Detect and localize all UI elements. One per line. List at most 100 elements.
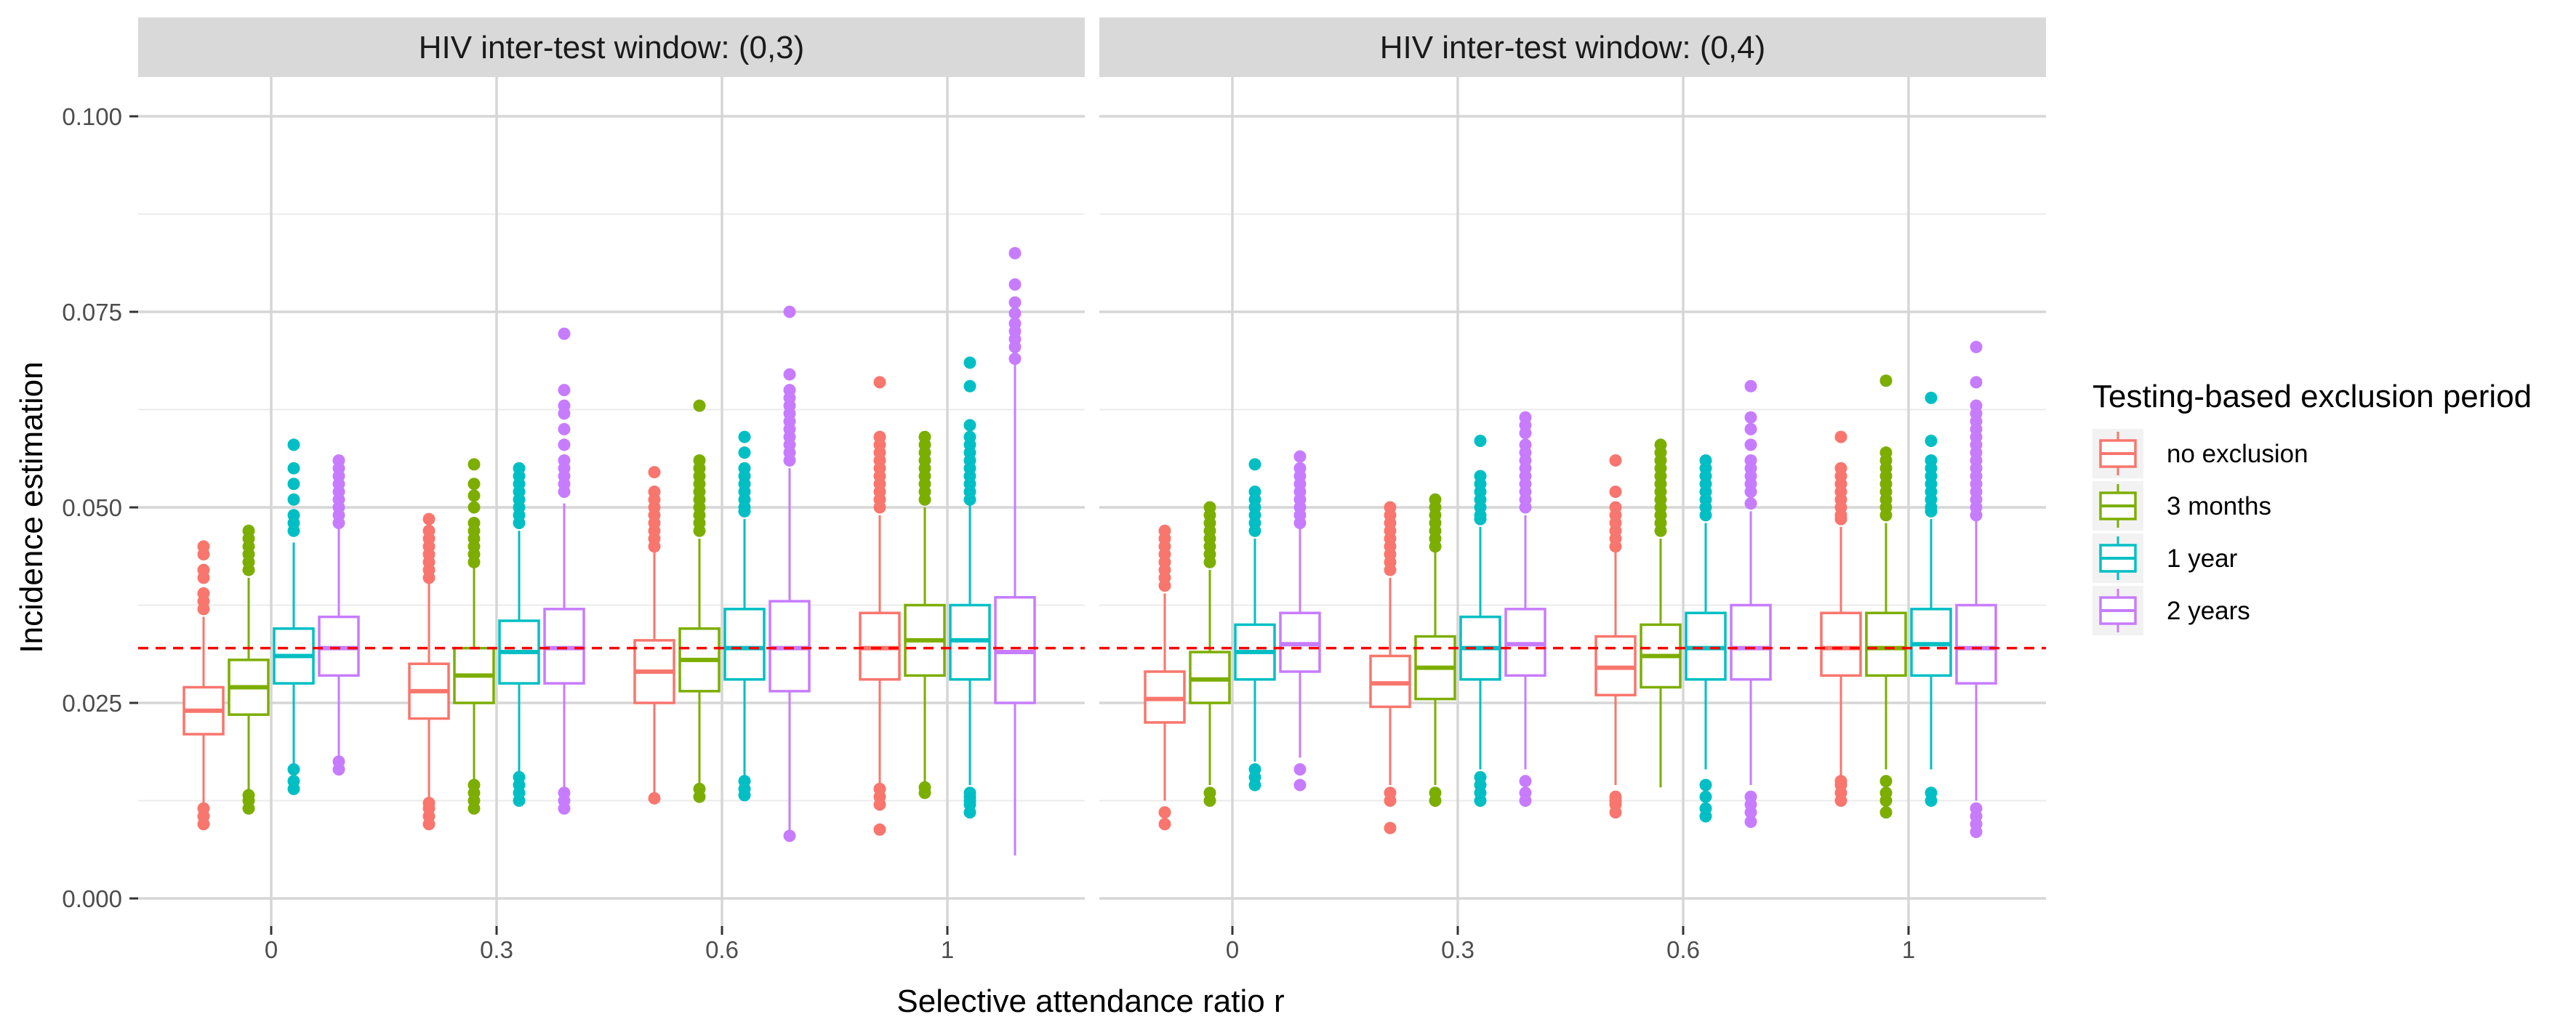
outlier-point bbox=[1699, 778, 1712, 792]
boxplot-no-exclusion bbox=[182, 540, 225, 831]
outlier-point bbox=[1158, 806, 1171, 819]
outlier-point bbox=[287, 509, 300, 522]
boxplot-3-months bbox=[453, 458, 495, 815]
legend-title: Testing-based exclusion period bbox=[2093, 379, 2532, 414]
outlier-point bbox=[1834, 430, 1847, 443]
outlier-point bbox=[468, 778, 481, 792]
outlier-point bbox=[1744, 422, 1757, 435]
outlier-point bbox=[1519, 786, 1532, 800]
outlier-point bbox=[693, 399, 706, 412]
legend-label-2-years: 2 years bbox=[2167, 597, 2250, 625]
outlier-point bbox=[1609, 790, 1622, 803]
boxplot-3-months bbox=[1414, 493, 1456, 807]
box bbox=[1730, 603, 1772, 681]
outlier-point bbox=[1879, 446, 1893, 459]
outlier-point bbox=[693, 782, 706, 795]
outlier-point bbox=[513, 462, 526, 475]
outlier-point bbox=[738, 462, 751, 475]
legend-label-3-months: 3 months bbox=[2167, 492, 2271, 520]
boxplot-2-years bbox=[318, 454, 360, 776]
outlier-point bbox=[287, 763, 300, 776]
outlier-point bbox=[1970, 340, 1983, 353]
outlier-point bbox=[1293, 462, 1307, 475]
box bbox=[1865, 611, 1907, 677]
boxplot-2-years bbox=[769, 305, 811, 842]
outlier-point bbox=[1429, 493, 1442, 506]
outlier-point bbox=[422, 512, 436, 526]
outlier-point bbox=[693, 454, 706, 467]
boxplot-3-months bbox=[1865, 374, 1907, 819]
outlier-point bbox=[468, 501, 481, 514]
outlier-point bbox=[1925, 435, 1938, 448]
outlier-point bbox=[783, 368, 796, 381]
outlier-point bbox=[1744, 379, 1757, 393]
outlier-point bbox=[738, 775, 751, 788]
outlier-point bbox=[1158, 818, 1171, 831]
y-tick-label: 0.000 bbox=[62, 885, 122, 912]
outlier-point bbox=[287, 438, 300, 451]
legend-label-no-exclusion: no exclusion bbox=[2167, 440, 2308, 468]
outlier-point bbox=[918, 430, 931, 443]
boxplot-no-exclusion bbox=[1369, 501, 1411, 834]
outlier-point bbox=[422, 797, 436, 810]
panel-right bbox=[1099, 77, 2046, 926]
outlier-point bbox=[1744, 411, 1757, 424]
x-tick-label: 0 bbox=[265, 936, 278, 963]
outlier-point bbox=[1744, 497, 1757, 510]
panel-background bbox=[1099, 77, 2046, 926]
box bbox=[1955, 603, 1997, 685]
boxplot-3-months bbox=[904, 430, 946, 800]
boxplot-3-months bbox=[678, 399, 721, 803]
outlier-point bbox=[1008, 317, 1022, 330]
boxplot-3-months bbox=[1189, 501, 1231, 807]
outlier-point bbox=[1519, 438, 1532, 451]
boxplot-1-year bbox=[273, 438, 315, 795]
boxplot-no-exclusion bbox=[633, 466, 675, 805]
x-tick-label: 1 bbox=[941, 936, 954, 963]
outlier-point bbox=[197, 540, 210, 553]
outlier-point bbox=[963, 430, 976, 443]
outlier-point bbox=[1158, 524, 1171, 537]
boxplot-2-years bbox=[1504, 411, 1546, 807]
outlier-point bbox=[197, 563, 210, 576]
outlier-point bbox=[873, 430, 886, 443]
boxplot-1-year bbox=[723, 430, 766, 802]
outlier-point bbox=[1248, 458, 1261, 471]
outlier-point bbox=[1654, 438, 1667, 451]
boxplot-1-year bbox=[498, 462, 540, 807]
boxplot-1-year bbox=[1685, 454, 1727, 823]
y-tick-label: 0.025 bbox=[62, 690, 122, 717]
outlier-point bbox=[648, 485, 661, 498]
y-tick-label: 0.075 bbox=[62, 299, 122, 326]
outlier-point bbox=[963, 379, 976, 393]
x-tick-label: 0.3 bbox=[480, 936, 513, 963]
outlier-point bbox=[873, 782, 886, 795]
outlier-point bbox=[738, 446, 751, 459]
legend-key-3-months bbox=[2093, 481, 2143, 531]
x-tick-label: 1 bbox=[1902, 936, 1915, 963]
y-axis-title: Incidence estimation bbox=[14, 361, 49, 653]
boxplot-2-years bbox=[1730, 379, 1772, 829]
outlier-point bbox=[1519, 411, 1532, 424]
x-tick-label: 0.3 bbox=[1441, 936, 1474, 963]
outlier-point bbox=[197, 802, 210, 815]
legend-key-2-years bbox=[2093, 586, 2143, 635]
boxplot-no-exclusion bbox=[1144, 524, 1186, 831]
outlier-point bbox=[1879, 775, 1893, 788]
outlier-point bbox=[1744, 438, 1757, 451]
outlier-point bbox=[468, 517, 481, 530]
outlier-point bbox=[1293, 778, 1307, 792]
x-axis-title: Selective attendance ratio r bbox=[896, 983, 1284, 1019]
legend-label-1-year: 1 year bbox=[2167, 544, 2238, 573]
outlier-point bbox=[1879, 786, 1893, 800]
y-tick-label: 0.050 bbox=[62, 494, 122, 521]
facet-strip-left bbox=[138, 17, 1085, 77]
outlier-point bbox=[468, 489, 481, 502]
outlier-point bbox=[1008, 307, 1022, 320]
box bbox=[1820, 611, 1862, 677]
x-tick-label: 0.6 bbox=[705, 936, 739, 963]
x-tick-label: 0 bbox=[1226, 936, 1239, 963]
outlier-point bbox=[1384, 821, 1397, 834]
outlier-point bbox=[1744, 454, 1757, 467]
y-tick-label: 0.100 bbox=[62, 103, 122, 130]
